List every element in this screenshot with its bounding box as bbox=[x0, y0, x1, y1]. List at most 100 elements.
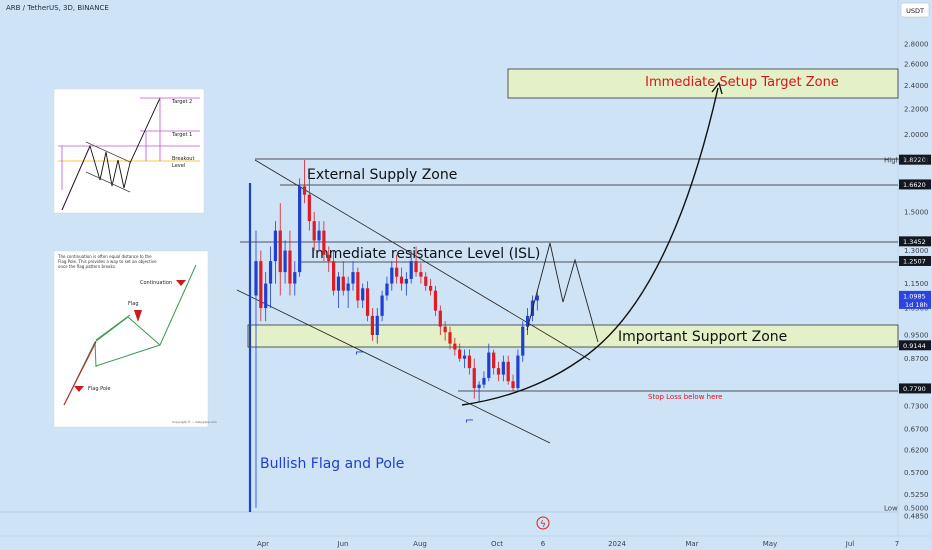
y-tick-label: 0.4850 bbox=[904, 513, 929, 521]
candle-body bbox=[332, 261, 336, 291]
candles bbox=[254, 159, 539, 508]
channel-upper bbox=[254, 159, 591, 361]
swing-marker-jun: ⌐ bbox=[355, 346, 364, 359]
y-tick-label: 0.8700 bbox=[904, 355, 929, 363]
y-tick-label: 0.6700 bbox=[904, 426, 929, 434]
target-zone-box bbox=[507, 68, 899, 99]
inset-target1: Target 1 bbox=[171, 132, 192, 138]
price-tag-sub: 1d 18h bbox=[905, 301, 928, 309]
candle-body bbox=[327, 254, 331, 262]
candle-body bbox=[254, 261, 258, 296]
price-tag-label: 1.2507 bbox=[903, 257, 926, 265]
inset-note: The continuation is often equal distance… bbox=[58, 254, 157, 269]
candle-body bbox=[268, 261, 273, 284]
price-tag-label: 0.7790 bbox=[903, 385, 926, 393]
x-tick-label: Apr bbox=[257, 540, 269, 548]
candle-body bbox=[516, 355, 520, 389]
candle-body bbox=[317, 230, 321, 241]
price-tag-box bbox=[899, 154, 931, 165]
stop-loss-label: Stop Loss below here bbox=[648, 393, 722, 401]
candle-body bbox=[535, 295, 539, 301]
candle-body bbox=[424, 276, 428, 286]
symbol-title[interactable]: ARB / TetherUS, 3D, BINANCE bbox=[6, 4, 109, 12]
candle-body bbox=[341, 276, 345, 291]
y-tick-label: 2.8000 bbox=[904, 41, 929, 49]
support-zone-box bbox=[247, 324, 899, 348]
y-axis: 2.8000 2.6000 2.4000 2.2000 2.0000 1.8200 1.50… bbox=[904, 41, 929, 521]
candle-body bbox=[273, 230, 277, 262]
candle-body bbox=[312, 221, 316, 241]
candle-body bbox=[390, 267, 394, 284]
y-tick-label: 1.1500 bbox=[904, 280, 929, 288]
candle-body bbox=[496, 368, 501, 375]
price-tag-prefix: High bbox=[884, 156, 900, 164]
inset-flag-pole: Flag Pole bbox=[88, 386, 110, 392]
y-tick-label: 1.3000 bbox=[904, 247, 929, 255]
candle-body bbox=[293, 272, 297, 284]
x-tick-label: May bbox=[763, 540, 777, 548]
candle-body bbox=[526, 315, 530, 327]
inset-flag-diagram: Target 2 Target 1 Breakout Level bbox=[53, 88, 205, 214]
candle-body bbox=[453, 343, 457, 350]
candle-body bbox=[443, 326, 447, 333]
y-tick-label: 0.6200 bbox=[904, 446, 929, 454]
x-tick-label: Oct bbox=[491, 540, 503, 548]
candle-body bbox=[322, 230, 326, 255]
candle-body bbox=[438, 310, 442, 327]
price-tag-label: 1.8220 bbox=[903, 156, 926, 164]
candle-body bbox=[511, 381, 515, 389]
candle-body bbox=[414, 261, 418, 273]
candle-body bbox=[356, 272, 360, 301]
candle-body bbox=[380, 295, 384, 316]
candle-body bbox=[433, 290, 438, 311]
candle-body bbox=[487, 352, 491, 378]
inset-flag-label: Flag bbox=[128, 301, 139, 307]
x-tick-label: 6 bbox=[541, 540, 546, 548]
flag-pole-label: Bullish Flag and Pole bbox=[260, 456, 404, 472]
candle-body bbox=[462, 355, 467, 359]
candle-body bbox=[365, 288, 370, 316]
supply-zone-label: External Supply Zone bbox=[307, 167, 457, 183]
y-tick-label: 1.5000 bbox=[904, 209, 929, 217]
inset-continuation: Continuation bbox=[140, 280, 172, 286]
y-tick-label: 2.2000 bbox=[904, 105, 929, 113]
currency-label: USDT bbox=[906, 7, 924, 15]
candle-body bbox=[375, 315, 379, 336]
candle-body bbox=[298, 186, 302, 273]
price-tag-plain: 0.5000 bbox=[904, 504, 929, 512]
candle-body bbox=[264, 283, 268, 309]
currency-button[interactable] bbox=[900, 2, 930, 18]
price-tag-box bbox=[899, 383, 931, 394]
resistance-label: Immediate resistance Level (ISL) bbox=[311, 246, 540, 262]
candle-body bbox=[419, 272, 423, 277]
candle-body bbox=[429, 285, 433, 291]
candle-body bbox=[501, 361, 505, 375]
candle-body bbox=[302, 186, 307, 195]
x-tick-label: Mar bbox=[685, 540, 698, 548]
channel-lower bbox=[236, 289, 551, 444]
candle-body bbox=[361, 288, 365, 301]
y-tick-label: 0.7300 bbox=[904, 402, 929, 410]
candle-body bbox=[467, 355, 471, 369]
candle-body bbox=[283, 250, 287, 273]
price-tag-box bbox=[899, 179, 931, 190]
price-tag-plain: 1.8200 bbox=[904, 156, 929, 164]
price-tag-label: 1.6620 bbox=[903, 181, 926, 189]
candle-body bbox=[370, 315, 374, 336]
event-flash-icon[interactable] bbox=[536, 516, 550, 530]
candle-body bbox=[482, 377, 486, 385]
target-arrow bbox=[711, 81, 723, 95]
candle-body bbox=[351, 272, 355, 284]
price-tag-label: 0.9144 bbox=[903, 342, 926, 350]
candle-body bbox=[336, 276, 341, 291]
candle-body bbox=[307, 194, 311, 222]
support-zone-label: Important Support Zone bbox=[618, 329, 787, 345]
inset-continuation-diagram: The continuation is often equal distance… bbox=[53, 250, 217, 428]
candle-body bbox=[395, 267, 399, 277]
price-axis-panel[interactable] bbox=[898, 0, 932, 550]
candle-body bbox=[278, 230, 282, 273]
target-zone-label: Immediate Setup Target Zone bbox=[645, 75, 839, 90]
candle-body bbox=[477, 384, 481, 389]
